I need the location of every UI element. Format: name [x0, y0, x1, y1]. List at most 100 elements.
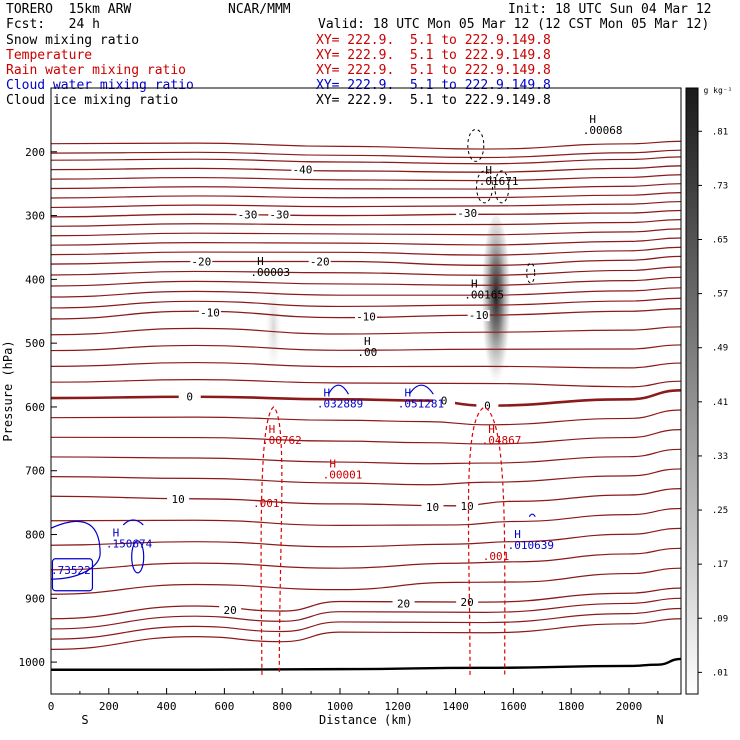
isotherm-label-bg [219, 604, 242, 616]
max-marker-letter: H [269, 423, 276, 436]
isotherm-minor [51, 618, 681, 650]
isotherm-label: 20 [461, 596, 474, 609]
max-marker-value: .00068 [583, 124, 623, 137]
y-tick-label: 600 [25, 401, 45, 414]
isotherm-minor [51, 379, 681, 388]
x-tick-label: 2000 [616, 700, 643, 713]
colorbar-tick-label: .01 [712, 668, 728, 678]
isotherm-minor [51, 156, 681, 165]
rain-contour-label: .001 [253, 497, 280, 510]
isotherm-label: 10 [461, 500, 474, 513]
colorbar-tick-label: .41 [712, 398, 728, 408]
forecast-hour: Fcst: 24 h [6, 17, 100, 32]
x-tick-label: 1800 [558, 700, 585, 713]
x-tick-label: 800 [272, 700, 292, 713]
isotherm-minor [51, 287, 681, 298]
isotherm-label-bg [355, 311, 377, 323]
x-tick-label: 1600 [500, 700, 527, 713]
isotherm-label-bg [456, 597, 479, 609]
isotherm-minor [51, 527, 681, 548]
cloud-water-contour-box [51, 558, 94, 592]
colorbar-tick-label: .49 [712, 344, 728, 354]
colorbar-unit: g kg⁻¹ [704, 86, 733, 95]
isotherm-minor [51, 597, 681, 630]
isotherm-minor [51, 507, 681, 526]
isotherm-minor [51, 174, 681, 182]
colorbar-tick-label: .25 [712, 506, 728, 516]
max-marker-value: .73522 [51, 564, 91, 577]
max-marker-letter: H [589, 113, 596, 126]
isotherm-label-bg [421, 502, 444, 514]
isotherm-minor [51, 448, 681, 465]
x-axis-label: Distance (km) [319, 713, 413, 727]
x-tick-label: 200 [99, 700, 119, 713]
x-tick-label: 1000 [327, 700, 354, 713]
isotherm-minor [51, 192, 681, 199]
rain-contour-label: .001 [483, 550, 510, 563]
isotherm-minor [51, 326, 681, 336]
isotherm-label-bg [190, 256, 213, 268]
max-marker-letter: H [113, 526, 120, 539]
y-axis-label: Pressure (hPa) [1, 340, 15, 441]
cloud-water-contour-arc [122, 519, 144, 526]
max-marker-letter: H [488, 423, 495, 436]
legend-snow-xy: XY= 222.9. 5.1 to 222.9.149.8 [316, 33, 551, 48]
max-marker-letter: H [257, 255, 264, 268]
isotherm-label: 10 [426, 501, 439, 514]
legend-temperature-xy: XY= 222.9. 5.1 to 222.9.149.8 [316, 48, 551, 63]
isotherm-minor [51, 547, 681, 571]
isotherm-label-bg [456, 500, 479, 512]
isotherm-label-bg [198, 307, 221, 319]
isotherm-label: -30 [238, 208, 258, 221]
isotherm-minor [51, 246, 681, 256]
max-marker-letter: H [404, 387, 411, 400]
legend-rain-label: Rain water mixing ratio [6, 63, 187, 78]
colorbar-tick-label: .33 [712, 452, 728, 462]
y-tick-label: 1000 [19, 656, 46, 669]
legend-temperature-label: Temperature [6, 48, 93, 63]
y-tick-label: 400 [25, 273, 45, 286]
isotherm-label: -20 [191, 256, 211, 269]
north-label: N [656, 713, 663, 727]
rain-contour-west [260, 406, 283, 675]
y-tick-label: 300 [25, 210, 45, 223]
isotherm-label: -30 [269, 208, 289, 221]
isotherm-label-bg [178, 391, 201, 403]
rain-contour-east [467, 406, 506, 675]
y-tick-label: 900 [25, 592, 45, 605]
ice-contour-top [467, 128, 485, 162]
legend-snow-label: Snow mixing ratio [6, 33, 140, 48]
isotherm--10 [51, 308, 681, 320]
isotherm-label-bg [467, 310, 490, 322]
colorbar-tick-label: .57 [712, 290, 728, 300]
max-marker-letter: H [514, 528, 521, 541]
legend-cloud-water-label: Cloud water mixing ratio [6, 78, 194, 93]
isotherm-label: 20 [224, 604, 237, 617]
legend-cloud-water-xy: XY= 222.9. 5.1 to 222.9.149.8 [316, 78, 551, 93]
isotherm-label-bg [456, 208, 479, 220]
isotherm-label: 0 [186, 391, 193, 404]
isotherm-minor [51, 607, 681, 640]
isotherm-minor [51, 344, 681, 352]
isotherm-label: -20 [310, 256, 330, 269]
isotherm-minor [51, 297, 681, 309]
plot-frame [50, 87, 682, 695]
max-marker-value: .150674 [106, 537, 153, 550]
ice-contour-mid [475, 170, 493, 204]
cloud-water-contour-arc3 [408, 384, 434, 395]
isotherm-0 [51, 389, 681, 407]
south-label: S [81, 713, 88, 727]
max-marker-letter: H [329, 457, 336, 470]
isotherm-minor [51, 140, 681, 150]
max-marker-value: .010639 [508, 539, 554, 552]
isotherm-minor [51, 276, 681, 287]
x-tick-label: 600 [214, 700, 234, 713]
max-marker-value: .01671 [479, 175, 519, 188]
x-tick-label: 1400 [442, 700, 469, 713]
isotherm-minor [51, 228, 681, 237]
isotherm-minor [51, 183, 681, 190]
cloud-water-contour-arc2 [327, 384, 349, 395]
isotherm--20 [51, 255, 681, 266]
isotherm-label-bg [476, 400, 499, 412]
